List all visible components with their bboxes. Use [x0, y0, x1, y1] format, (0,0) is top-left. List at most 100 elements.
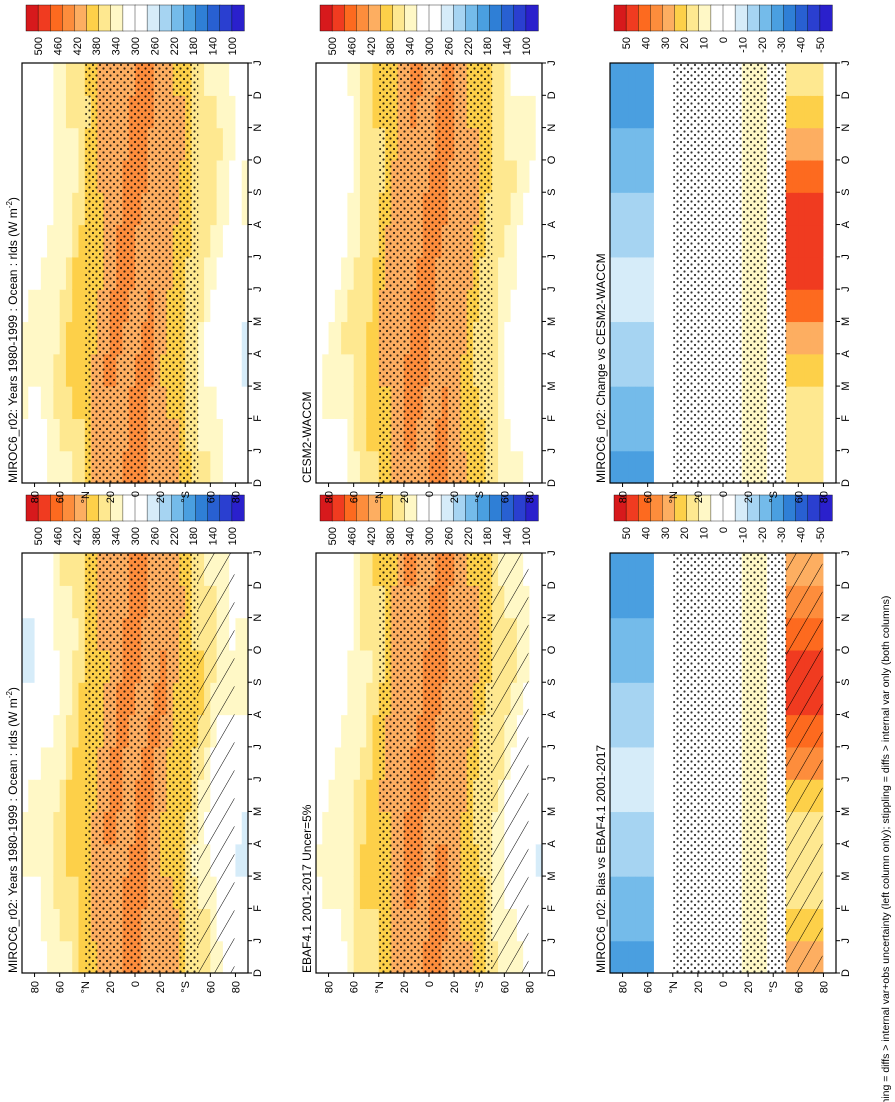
heat-cell	[498, 63, 505, 96]
heat-cell	[785, 159, 793, 193]
heat-cell	[59, 321, 67, 355]
heat-cell	[622, 289, 630, 323]
heat-cell	[72, 843, 80, 877]
heat-cell	[653, 876, 661, 909]
heat-cell	[241, 95, 249, 129]
heat-cell	[34, 682, 42, 716]
heat-cell	[47, 617, 54, 651]
heat-cell	[334, 617, 342, 651]
heat-cell	[635, 811, 642, 845]
heat-cell	[823, 127, 831, 161]
heat-cell	[316, 779, 323, 813]
heat-cell	[535, 159, 543, 193]
month-tick-label: M	[546, 317, 558, 326]
heat-cell	[229, 289, 237, 323]
heat-cell	[28, 224, 36, 258]
lat-tick-label: °S	[474, 491, 486, 503]
panel-p1: 80 60 °N 20 0 20 °S 60 80 D J F M A M J J A S O N D J MIROC6_r0…	[5, 494, 264, 993]
heat-cell	[653, 127, 661, 161]
heat-cell	[353, 843, 361, 877]
heat-cell	[653, 450, 661, 484]
heat-cell	[53, 553, 61, 586]
heat-cell	[328, 192, 336, 226]
heat-cell	[491, 256, 499, 290]
heat-cell	[529, 63, 537, 96]
heat-cell	[491, 289, 499, 323]
heat-cell	[235, 418, 243, 452]
heat-cell	[523, 159, 531, 193]
heat-cell	[347, 553, 355, 586]
heat-cell	[628, 585, 636, 619]
heat-cell	[628, 353, 636, 387]
heat-cell	[34, 127, 42, 161]
heat-cell	[529, 224, 537, 258]
heat-cell	[78, 386, 86, 419]
heat-cell	[829, 876, 837, 909]
heat-cell	[372, 649, 380, 683]
heat-cell	[65, 353, 73, 387]
month-tick-label: J	[840, 550, 852, 556]
heat-cell	[34, 63, 42, 96]
heat-cell	[78, 779, 86, 813]
colorbar-label: 50	[621, 37, 633, 49]
colorbar-label: 50	[621, 527, 633, 539]
heat-cell	[40, 779, 48, 813]
heat-cell	[28, 585, 36, 619]
heat-cell	[798, 159, 806, 193]
heat-cell	[47, 418, 54, 452]
heat-cell	[59, 95, 67, 129]
heat-cell	[647, 779, 655, 813]
heat-cell	[829, 127, 837, 161]
month-tick-label: N	[840, 124, 852, 132]
heat-cell	[241, 289, 249, 323]
colorbar-swatch	[344, 4, 357, 32]
heat-cell	[59, 256, 67, 290]
heat-cell	[372, 224, 380, 258]
heat-cell	[347, 811, 355, 845]
heat-cell	[660, 418, 668, 452]
colorbar-swatch	[231, 494, 245, 522]
heat-cell	[353, 450, 361, 484]
heat-cell	[641, 585, 649, 619]
heat-cell	[65, 876, 73, 909]
heat-cell	[635, 321, 642, 355]
heat-cell	[28, 746, 36, 780]
heat-cell	[610, 63, 617, 96]
stipple-region	[85, 553, 199, 973]
heat-cell	[616, 289, 624, 323]
heat-cell	[235, 353, 243, 387]
heat-cell	[341, 876, 348, 909]
heat-cell	[622, 95, 630, 129]
month-tick-label: M	[252, 381, 264, 390]
heat-cell	[347, 617, 355, 651]
heat-cell	[53, 353, 61, 387]
heat-cell	[610, 617, 617, 651]
heat-cell	[829, 779, 837, 813]
heat-cell	[322, 353, 330, 387]
heat-cell	[516, 289, 524, 323]
heat-cell	[804, 63, 812, 96]
lat-tick-label: 0	[424, 981, 436, 987]
month-tick-label: J	[546, 776, 558, 782]
heat-cell	[504, 289, 512, 323]
heat-cell	[47, 127, 54, 161]
heat-cell	[328, 159, 336, 193]
heat-cell	[53, 779, 61, 813]
heat-cell	[504, 353, 512, 387]
heat-cell	[366, 289, 374, 323]
heat-cell	[372, 811, 380, 845]
heat-cell	[359, 553, 367, 586]
heat-cell	[523, 353, 531, 387]
heat-cell	[229, 418, 237, 452]
month-tick-label: F	[546, 905, 558, 912]
heat-cell	[660, 617, 668, 651]
heat-cell	[222, 192, 230, 226]
heat-cell	[59, 714, 67, 748]
heat-cell	[65, 450, 73, 484]
heat-cell	[353, 585, 361, 619]
heat-cell	[78, 450, 86, 484]
heat-cell	[798, 192, 806, 226]
heat-cell	[616, 843, 624, 877]
heat-cell	[78, 617, 86, 651]
heat-cell	[347, 450, 355, 484]
